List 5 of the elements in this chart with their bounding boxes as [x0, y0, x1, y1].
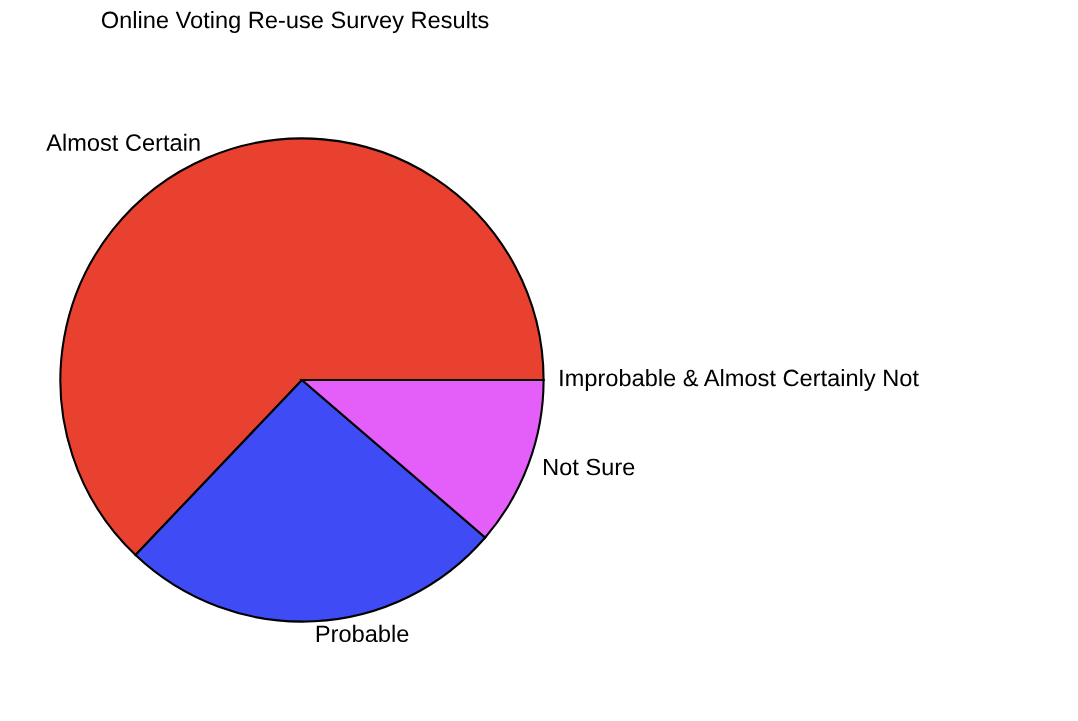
slice-label: Not Sure [544, 458, 635, 476]
slice-label: Almost Certain [46, 133, 200, 151]
slice-label: Probable [316, 624, 409, 643]
chart-title: Online Voting Re-use Survey Results [101, 11, 489, 33]
category-label: Improbable & Almost Certainly Not [560, 368, 919, 391]
